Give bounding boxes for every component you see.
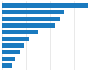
- Bar: [2, 10, 64, 14]
- Bar: [2, 63, 12, 68]
- Bar: [2, 57, 15, 61]
- Bar: [2, 3, 88, 8]
- Bar: [2, 50, 20, 54]
- Bar: [2, 30, 38, 34]
- Bar: [2, 43, 24, 48]
- Bar: [2, 37, 29, 41]
- Bar: [2, 23, 55, 28]
- Bar: [2, 17, 60, 21]
